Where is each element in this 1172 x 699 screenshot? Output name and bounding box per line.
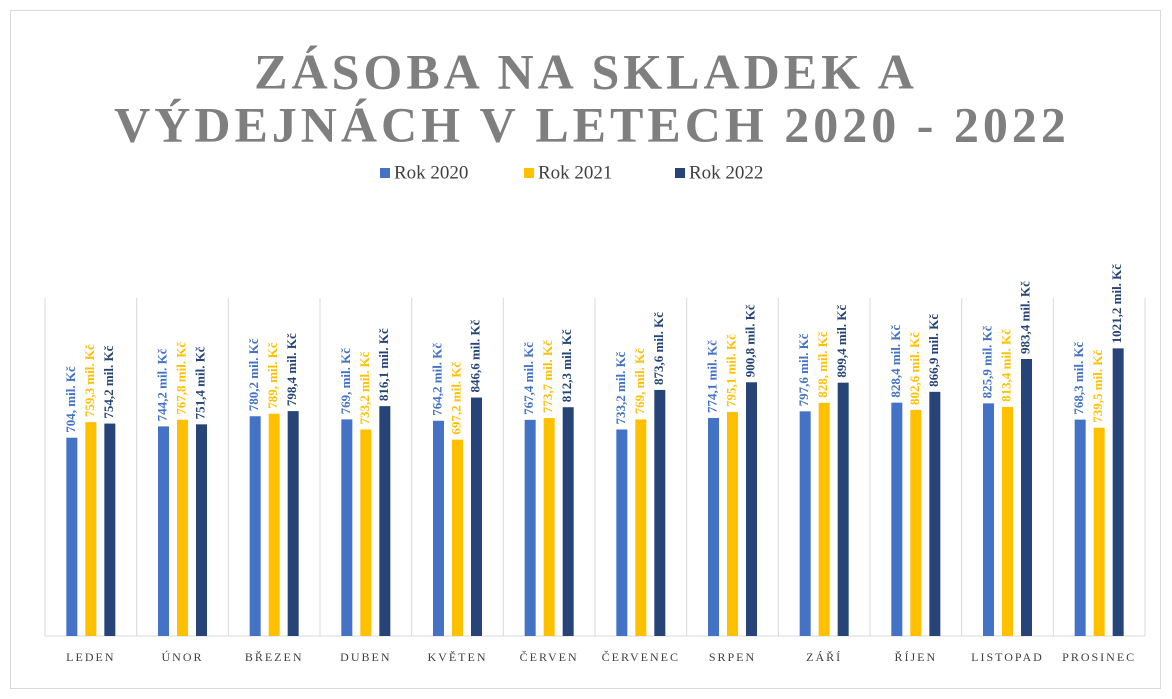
data-label: 900,8 mil. Kč xyxy=(742,304,757,377)
data-label: 767,4 mil. Kč xyxy=(521,342,536,415)
bar xyxy=(654,389,666,636)
x-tick-label: ČERVEN xyxy=(520,650,579,664)
data-label: 768,3 mil. Kč xyxy=(1071,341,1086,414)
x-tick-label: ŘÍJEN xyxy=(894,650,937,664)
legend-label: Rok 2020 xyxy=(394,162,468,183)
bar xyxy=(268,413,280,636)
legend-label: Rok 2022 xyxy=(689,162,763,183)
bar xyxy=(341,419,353,636)
bar xyxy=(1112,348,1124,636)
data-label: 828, mil. Kč xyxy=(815,331,830,398)
bar xyxy=(1021,359,1032,636)
data-label: 751,4 mil. Kč xyxy=(192,346,207,419)
data-label: 733,2 mil. Kč xyxy=(357,351,372,424)
x-tick-label: KVĚTEN xyxy=(428,650,488,664)
bar xyxy=(158,426,169,636)
bar xyxy=(177,419,188,636)
data-label: 764,2 mil. Kč xyxy=(429,343,444,416)
bar xyxy=(524,419,536,636)
bar xyxy=(727,412,738,636)
bar xyxy=(1093,427,1105,636)
bar xyxy=(452,439,463,636)
data-label: 697,2 mil. Kč xyxy=(448,361,463,434)
data-label: 866,9 mil. Kč xyxy=(926,314,941,387)
bar xyxy=(891,402,903,636)
bar xyxy=(104,423,116,636)
bar xyxy=(818,402,830,636)
chart-title: ZÁSOBA NA SKLADEK A xyxy=(254,43,918,99)
bar xyxy=(837,382,849,636)
bar xyxy=(471,397,482,636)
bar xyxy=(433,420,444,636)
x-tick-label: LEDEN xyxy=(66,650,115,664)
bar xyxy=(287,411,299,636)
bar xyxy=(708,417,719,636)
data-label: 774,1 mil. Kč xyxy=(704,340,719,413)
data-label: 789, mil. Kč xyxy=(265,342,280,409)
x-tick-label: PROSINEC xyxy=(1062,650,1136,664)
x-tick-label: DUBEN xyxy=(340,650,391,664)
data-label: 767,8 mil. Kč xyxy=(173,342,188,415)
bar xyxy=(635,419,647,636)
x-tick-label: ÚNOR xyxy=(161,650,203,664)
data-label: 733,2 mil. Kč xyxy=(613,351,628,424)
x-tick-label: ČERVENEC xyxy=(602,650,680,664)
bar xyxy=(1074,419,1086,636)
bar xyxy=(1002,406,1013,636)
data-label: 739,5 mil. Kč xyxy=(1090,350,1105,423)
data-label: 769, mil. Kč xyxy=(632,348,647,415)
data-label: 983,4 mil. Kč xyxy=(1017,281,1032,354)
legend-label: Rok 2021 xyxy=(538,162,612,183)
data-label: 899,4 mil. Kč xyxy=(834,305,849,378)
data-label: 744,2 mil. Kč xyxy=(154,348,169,421)
data-label: 780,2 mil. Kč xyxy=(246,338,261,411)
bar xyxy=(910,409,922,636)
bar xyxy=(562,407,574,636)
bar xyxy=(196,424,207,636)
bar xyxy=(85,422,97,636)
data-label: 773,7 mil. Kč xyxy=(540,340,555,413)
legend-swatch xyxy=(380,168,390,178)
data-label: 846,6 mil. Kč xyxy=(467,319,482,392)
bar xyxy=(66,437,78,636)
data-label: 754,2 mil. Kč xyxy=(101,345,116,418)
data-label: 812,3 mil. Kč xyxy=(559,329,574,402)
bar xyxy=(799,411,811,636)
data-label: 813,4 mil. Kč xyxy=(998,329,1013,402)
bar xyxy=(746,382,757,636)
data-label: 797,6 mil. Kč xyxy=(796,333,811,406)
bar xyxy=(929,391,941,636)
data-label: 873,6 mil. Kč xyxy=(651,312,666,385)
bar xyxy=(249,416,261,636)
legend-swatch xyxy=(675,168,685,178)
bar xyxy=(616,429,628,636)
data-label: 1021,2 mil. Kč xyxy=(1109,264,1124,344)
bar xyxy=(360,429,372,636)
legend-swatch xyxy=(524,168,534,178)
x-tick-label: LISTOPAD xyxy=(971,650,1044,664)
x-tick-label: SRPEN xyxy=(709,650,756,664)
chart-title: VÝDEJNÁCH V LETECH 2020 - 2022 xyxy=(114,96,1070,152)
data-label: 798,4 mil. Kč xyxy=(284,333,299,406)
data-label: 769, mil. Kč xyxy=(338,348,353,415)
data-label: 802,6 mil. Kč xyxy=(907,332,922,405)
x-tick-label: BŘEZEN xyxy=(245,650,304,664)
bar xyxy=(379,406,391,636)
x-tick-label: ZÁŘÍ xyxy=(806,650,842,664)
bar xyxy=(543,418,555,636)
data-label: 795,1 mil. Kč xyxy=(723,334,738,407)
data-label: 816,1 mil. Kč xyxy=(376,328,391,401)
data-label: 759,3 mil. Kč xyxy=(82,344,97,417)
data-label: 828,4 mil. Kč xyxy=(888,325,903,398)
bar xyxy=(983,403,994,636)
data-label: 704, mil. Kč xyxy=(63,366,78,433)
data-label: 825,9 mil. Kč xyxy=(979,325,994,398)
